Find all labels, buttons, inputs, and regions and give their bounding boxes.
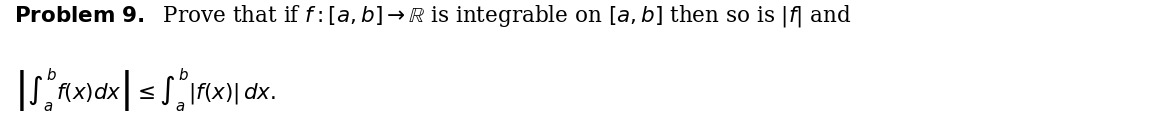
Text: $\mathbf{Problem\ 9.}$  Prove that if $f : [a, b] \rightarrow \mathbb{R}$ is int: $\mathbf{Problem\ 9.}$ Prove that if $f … <box>14 3 852 29</box>
Text: $\left| \int_a^b f(x)dx \right| \leq \int_a^b |f(x)|\,dx.$: $\left| \int_a^b f(x)dx \right| \leq \in… <box>14 66 277 113</box>
